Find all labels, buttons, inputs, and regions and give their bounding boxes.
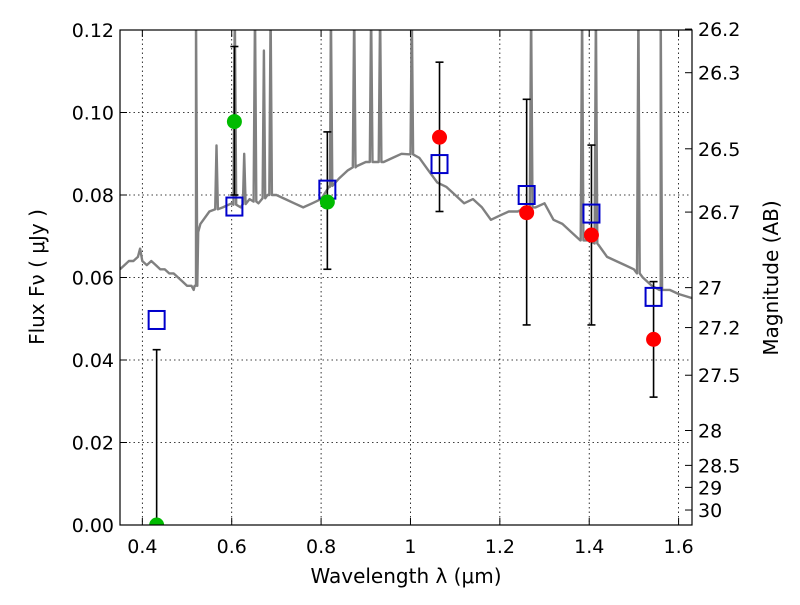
plot-area <box>120 30 692 525</box>
y2-tick-label: 27 <box>698 278 722 300</box>
model-spectrum <box>120 30 692 300</box>
x-axis-title: Wavelength λ (μm) <box>310 564 501 588</box>
y2-tick-label: 29 <box>698 477 722 499</box>
y2-tick-label: 28.5 <box>698 455 740 477</box>
spectrum-line <box>120 30 692 300</box>
model-photometry-markers <box>147 154 663 330</box>
y2-tick-label: 26.5 <box>698 139 740 161</box>
y2-tick-label: 27.5 <box>698 365 740 387</box>
y2-tick-label: 27.2 <box>698 318 740 340</box>
x-tick-label: 1.6 <box>663 536 693 558</box>
y-tick-label: 0.00 <box>72 515 114 537</box>
detection-point <box>226 114 242 130</box>
y-tick-label: 0.08 <box>72 185 114 207</box>
detection-point <box>646 331 662 347</box>
model-photometry-point <box>430 154 449 175</box>
x-tick-label: 0.8 <box>306 536 336 558</box>
y-axis-title: Flux Fν ( μJy ) <box>25 209 49 345</box>
y-tick-label: 0.06 <box>72 268 114 290</box>
x-tick-label: 1.2 <box>485 536 515 558</box>
y-tick-label: 0.04 <box>72 350 114 372</box>
detection-point <box>519 205 535 221</box>
detection-point <box>319 194 335 210</box>
detection-point <box>583 227 599 243</box>
model-photometry-point <box>225 196 244 217</box>
y2-tick-label: 26.7 <box>698 202 740 224</box>
model-photometry-point <box>147 309 166 330</box>
y2-tick-label: 26.2 <box>698 19 740 41</box>
x-tick-label: 0.4 <box>127 536 157 558</box>
model-photometry-point <box>517 185 536 205</box>
detection-markers <box>149 114 662 525</box>
x-tick-label: 1 <box>404 536 416 558</box>
y-tick-label: 0.10 <box>72 103 114 125</box>
model-photometry-point <box>644 286 663 307</box>
y2-axis-title: Magnitude (AB) <box>759 200 783 355</box>
y-tick-label: 0.12 <box>72 20 114 42</box>
model-photometry-point <box>582 203 601 224</box>
x-axis-ticks: 0.4 0.6 0.8 1 1.2 1.4 1.6 <box>127 30 694 558</box>
detection-point <box>432 129 448 145</box>
y2-tick-label: 30 <box>698 500 722 522</box>
y-tick-label: 0.02 <box>72 433 114 455</box>
x-tick-label: 1.4 <box>574 536 604 558</box>
y-axis-ticks: 0.00 0.02 0.04 0.06 0.08 0.10 0.12 <box>72 20 127 537</box>
x-tick-label: 0.6 <box>217 536 247 558</box>
y2-tick-label: 28 <box>698 421 722 443</box>
y2-tick-label: 26.3 <box>698 63 740 85</box>
detection-point <box>149 517 165 525</box>
